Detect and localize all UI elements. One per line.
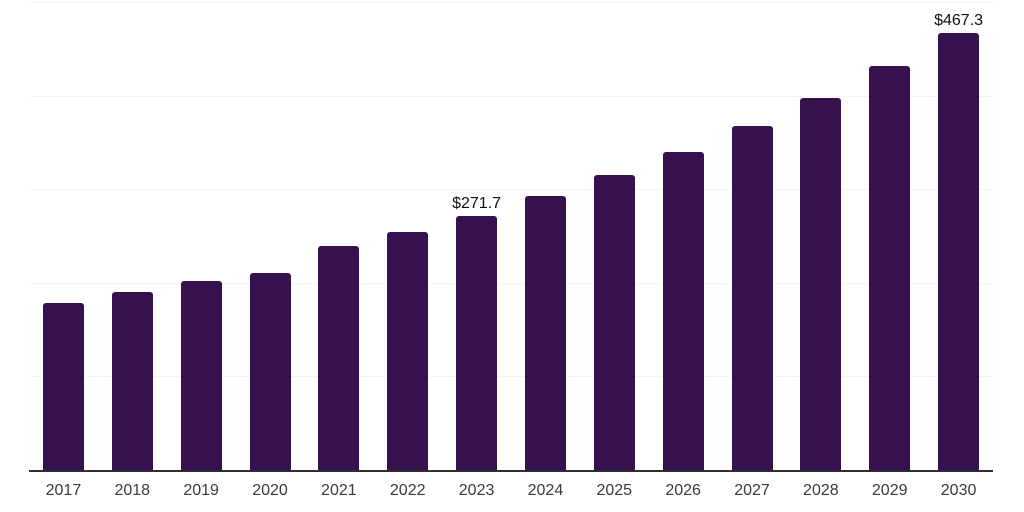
x-axis-tick-label: 2025 bbox=[596, 482, 633, 499]
bar bbox=[869, 66, 911, 470]
gridline bbox=[29, 376, 993, 378]
x-axis-tick-label: 2018 bbox=[114, 482, 151, 499]
x-axis-tick-label: 2020 bbox=[252, 482, 288, 499]
bar-value-label: $467.3 bbox=[934, 11, 984, 29]
gridline bbox=[29, 95, 993, 97]
x-axis-tick-label: 2019 bbox=[183, 482, 219, 499]
gridline bbox=[29, 2, 993, 3]
x-axis-tick-label: 2029 bbox=[871, 482, 908, 499]
bar-value-label: $271.7 bbox=[452, 194, 502, 212]
bar bbox=[800, 97, 842, 470]
x-axis-tick-label: 2023 bbox=[458, 482, 495, 499]
x-axis-tick-label: 2028 bbox=[803, 482, 839, 499]
bar bbox=[111, 291, 153, 470]
bar bbox=[456, 215, 498, 470]
bar bbox=[42, 302, 84, 470]
bar bbox=[524, 196, 566, 470]
x-axis-tick-label: 2024 bbox=[527, 482, 564, 499]
bar bbox=[938, 32, 980, 470]
bar bbox=[180, 281, 222, 470]
bar bbox=[731, 126, 773, 470]
bar bbox=[318, 246, 360, 470]
x-axis: 2017 2018 2019 2020 2021 2022 2023 2024 2025 2026… bbox=[29, 480, 993, 506]
x-axis-tick-label: 2026 bbox=[665, 482, 701, 499]
x-axis-tick-label: 2030 bbox=[940, 482, 977, 499]
x-axis-tick-label: 2017 bbox=[45, 482, 82, 499]
bar bbox=[249, 273, 291, 470]
gridline bbox=[29, 189, 993, 191]
x-axis-tick-label: 2027 bbox=[734, 482, 770, 499]
bar bbox=[662, 152, 704, 470]
gridline bbox=[29, 282, 993, 284]
x-axis-tick-label: 2021 bbox=[321, 482, 357, 499]
bar bbox=[387, 231, 429, 470]
plot-area: $271.7 $467.3 bbox=[29, 2, 993, 472]
x-axis-tick-label: 2022 bbox=[389, 482, 426, 499]
bar bbox=[593, 174, 635, 470]
